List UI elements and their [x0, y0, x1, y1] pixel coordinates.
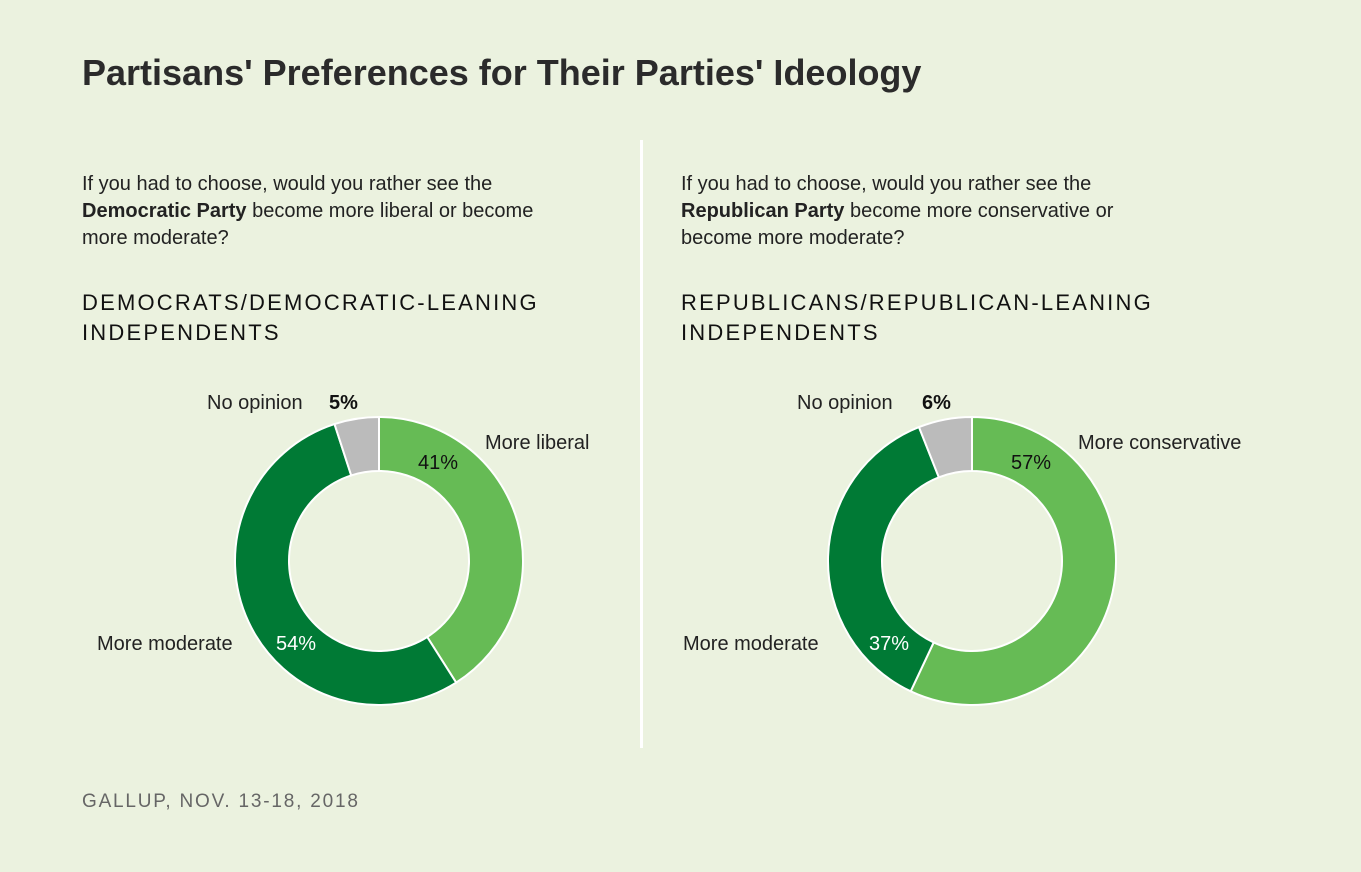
party-name: Republican Party — [681, 200, 845, 222]
panel-divider — [640, 140, 643, 748]
donut-slice-more-moderate — [827, 425, 941, 693]
question-left: If you had to choose, would you rather s… — [82, 171, 562, 252]
group-label-left: DEMOCRATS/DEMOCRATIC-LEANING INDEPENDENT… — [82, 290, 539, 345]
party-name: Democratic Party — [82, 200, 247, 222]
question-right: If you had to choose, would you rather s… — [681, 171, 1161, 252]
question-text: If you had to choose, would you rather s… — [681, 173, 1092, 195]
question-text: If you had to choose, would you rather s… — [82, 173, 493, 195]
question-text: become more liberal or become more moder… — [82, 200, 534, 249]
data-label: 37% — [869, 633, 910, 655]
chart-title: Partisans' Preferences for Their Parties… — [82, 52, 922, 93]
category-label: No opinion — [797, 392, 893, 414]
category-label: More moderate — [97, 633, 233, 655]
group-label-right: REPUBLICANS/REPUBLICAN-LEANING INDEPENDE… — [681, 290, 1153, 345]
data-label: 6% — [922, 392, 951, 414]
data-label: 54% — [276, 633, 317, 655]
category-label: No opinion — [207, 392, 303, 414]
category-label: More moderate — [683, 633, 819, 655]
donut-slice-no-opinion — [333, 415, 380, 477]
source-note: GALLUP, NOV. 13-18, 2018 — [82, 791, 360, 812]
data-label: 41% — [418, 452, 459, 474]
donut-slice-more-conservative — [909, 415, 1117, 706]
data-label: 57% — [1011, 452, 1052, 474]
data-label: 5% — [329, 392, 358, 414]
question-text: become more conservative or become more … — [681, 200, 1114, 249]
donut-slice-no-opinion — [917, 415, 973, 479]
category-label: More conservative — [1078, 432, 1242, 454]
donut-slice-more-moderate — [234, 422, 458, 706]
donut-slice-more-liberal — [378, 415, 524, 684]
category-label: More liberal — [485, 432, 590, 454]
